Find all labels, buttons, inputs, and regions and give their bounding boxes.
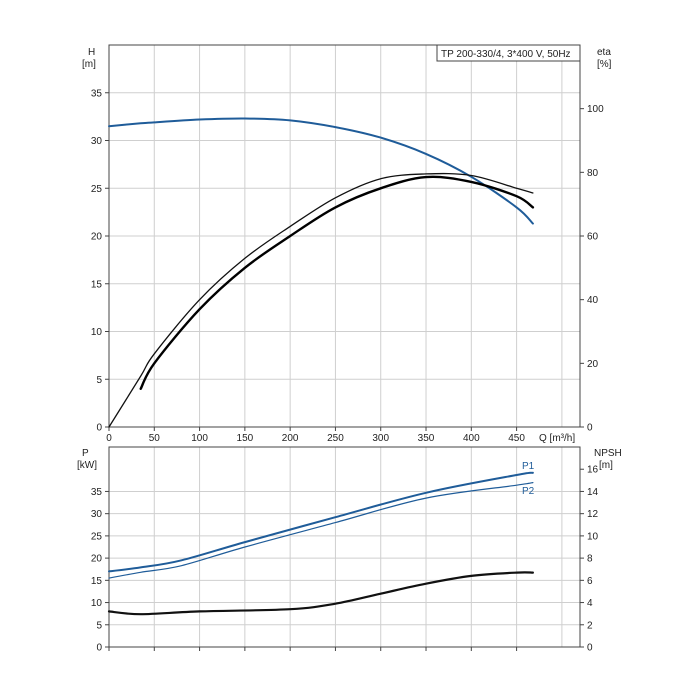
npsh-tick-label: 10 <box>587 531 599 542</box>
power-tick-labels: 0 5 10 15 20 25 30 35 <box>91 487 109 654</box>
npsh-curve <box>107 571 534 616</box>
npsh-axis-label: NPSH <box>594 448 622 459</box>
head-tick-label: 20 <box>91 232 103 243</box>
head-tick-label: 5 <box>96 375 102 386</box>
bottom-plot-frame <box>108 446 581 648</box>
efficiency-tick-label: 80 <box>587 168 599 179</box>
p1-series-label: P1 <box>522 461 535 472</box>
efficiency-tick-labels: 0 20 40 60 80 100 <box>580 104 604 434</box>
title-box-frame <box>436 44 581 62</box>
bottom-series-group <box>107 471 534 616</box>
top-x-tick-labels: 0 50 100 150 200 250 300 350 400 450 <box>106 427 525 444</box>
npsh-tick-label: 16 <box>587 465 599 476</box>
power-axis-unit: [kW] <box>77 460 97 471</box>
head-axis-unit: [m] <box>82 59 96 70</box>
efficiency-tick-label: 100 <box>587 104 604 115</box>
npsh-tick-label: 0 <box>587 643 593 654</box>
x-tick-label: 50 <box>149 433 161 444</box>
head-tick-label: 0 <box>96 423 102 434</box>
head-efficiency-panel: 0 50 100 150 200 250 300 350 400 450 051015202530… <box>82 44 612 444</box>
head-curve <box>108 117 534 225</box>
npsh-tick-label: 2 <box>587 620 593 631</box>
npsh-tick-label: 14 <box>587 487 599 498</box>
title-box: TP 200-330/4, 3*400 V, 50Hz <box>436 44 581 62</box>
head-tick-label: 25 <box>91 184 103 195</box>
power-tick-label: 10 <box>91 598 103 609</box>
efficiency-tick-label: 60 <box>587 232 599 243</box>
power-axis-label: P <box>82 448 89 459</box>
p1-power-curve <box>108 471 534 573</box>
x-tick-label: 250 <box>327 433 344 444</box>
head-tick-labels: 0 5 10 15 20 25 30 35 <box>91 88 109 434</box>
npsh-tick-label: 6 <box>587 576 593 587</box>
chart-title: TP 200-330/4, 3*400 V, 50Hz <box>441 49 571 60</box>
efficiency-tick-label: 40 <box>587 295 599 306</box>
power-tick-label: 0 <box>96 643 102 654</box>
p2-power-curve <box>108 482 534 579</box>
x-tick-label: 400 <box>463 433 480 444</box>
power-tick-label: 30 <box>91 509 103 520</box>
npsh-tick-label: 8 <box>587 554 593 565</box>
head-tick-label: 10 <box>91 327 103 338</box>
npsh-tick-label: 4 <box>587 598 593 609</box>
x-tick-label: 150 <box>237 433 254 444</box>
flow-axis-label: Q [m³/h] <box>539 433 575 444</box>
top-series-group <box>108 117 535 428</box>
x-tick-label: 450 <box>508 433 525 444</box>
npsh-tick-labels: 0 2 4 6 8 10 12 14 16 <box>580 465 599 654</box>
head-tick-label: 30 <box>91 136 103 147</box>
power-tick-label: 20 <box>91 554 103 565</box>
power-tick-label: 25 <box>91 531 103 542</box>
efficiency-axis-label: eta <box>597 47 611 58</box>
x-tick-label: 0 <box>106 433 112 444</box>
efficiency-axis-unit: [%] <box>597 59 612 70</box>
power-tick-label: 5 <box>96 620 102 631</box>
power-tick-label: 35 <box>91 487 103 498</box>
head-axis-label: H <box>88 47 95 58</box>
p2-series-label: P2 <box>522 486 535 497</box>
x-tick-label: 100 <box>191 433 208 444</box>
efficiency-curve-total <box>108 172 534 428</box>
head-tick-label: 35 <box>91 88 103 99</box>
top-gridlines <box>109 45 580 427</box>
efficiency-tick-label: 20 <box>587 359 599 370</box>
npsh-tick-label: 12 <box>587 509 599 520</box>
efficiency-curve-pump <box>139 175 535 390</box>
bottom-gridlines <box>108 447 580 651</box>
x-tick-label: 350 <box>418 433 435 444</box>
x-tick-label: 300 <box>372 433 389 444</box>
power-tick-label: 15 <box>91 576 103 587</box>
head-tick-label: 15 <box>91 279 103 290</box>
npsh-axis-unit: [m] <box>599 460 613 471</box>
efficiency-tick-label: 0 <box>587 423 593 434</box>
x-tick-label: 200 <box>282 433 299 444</box>
power-npsh-panel: 0 5 10 15 20 25 30 35 0 2 4 6 8 10 12 14 16 P [kW] NPSH… <box>77 446 622 654</box>
